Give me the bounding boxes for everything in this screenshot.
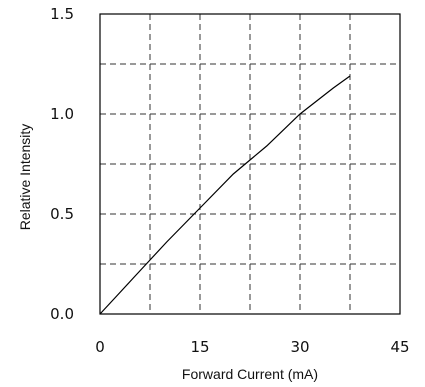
x-tick-labels: 0 15 30 45 [95, 338, 409, 356]
y-tick-label: 0.5 [50, 205, 74, 223]
series-line [99, 75, 351, 315]
y-tick-labels: 0.0 0.5 1.0 1.5 [50, 5, 74, 323]
grid-lines [100, 14, 400, 314]
plot-frame [99, 13, 401, 315]
y-tick-label: 1.0 [50, 105, 74, 123]
series-layer [99, 75, 351, 315]
y-tick-label: 0.0 [50, 305, 74, 323]
x-axis-label: Forward Current (mA) [182, 366, 318, 382]
y-axis-label: Relative Intensity [17, 124, 33, 231]
x-tick-label: 0 [95, 338, 105, 356]
x-tick-label: 15 [190, 338, 209, 356]
x-tick-label: 30 [290, 338, 309, 356]
y-tick-label: 1.5 [50, 5, 74, 23]
x-tick-label: 45 [390, 338, 409, 356]
